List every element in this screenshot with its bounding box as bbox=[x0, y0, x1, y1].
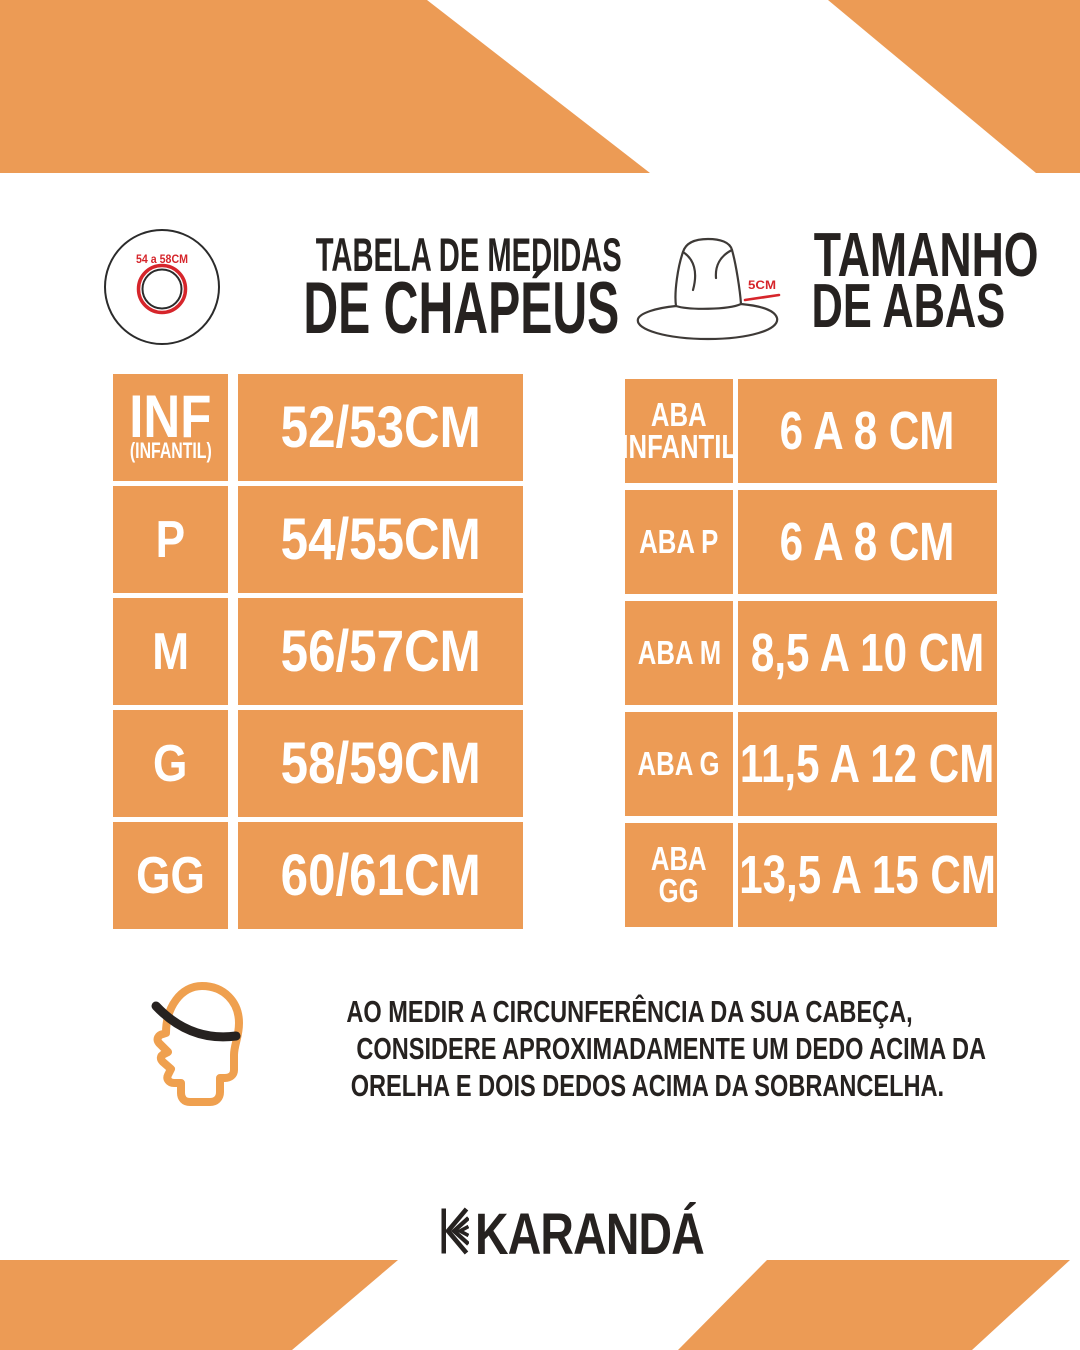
brim-label-cell: ABA INFANTIL bbox=[621, 379, 737, 483]
decor-top-right-shape bbox=[828, 0, 1080, 173]
size-label-cell: INF (INFANTIL) bbox=[113, 374, 228, 481]
brim-measure-label: 5CM bbox=[748, 278, 776, 292]
brim-value-cell: 6 A 8 CM bbox=[738, 379, 997, 483]
left-title-line1: TABELA DE MEDIDAS bbox=[315, 228, 622, 281]
right-title-line1: TAMANHO bbox=[813, 221, 1039, 290]
brand-name: KARANDÁ bbox=[475, 1202, 705, 1267]
measuring-note: AO MEDIR A CIRCUNFERÊNCIA DA SUA CABEÇA,… bbox=[257, 993, 986, 1104]
hat-sizes-table: INF (INFANTIL) 52/53CM P 54/55CM M 56/57… bbox=[113, 374, 523, 929]
size-label-cell: P bbox=[113, 486, 228, 593]
note-line1: AO MEDIR A CIRCUNFERÊNCIA DA SUA CABEÇA, bbox=[346, 994, 913, 1029]
table-row: G 58/59CM bbox=[113, 710, 523, 817]
decor-bottom-left-shape bbox=[0, 1260, 398, 1350]
right-title-line2: DE ABAS bbox=[811, 272, 1006, 341]
hat-top-view-icon: 54 a 58CM bbox=[102, 227, 222, 347]
crown-measure-label: 54 a 58CM bbox=[136, 252, 188, 266]
size-value-cell: 54/55CM bbox=[238, 486, 523, 593]
table-row: M 56/57CM bbox=[113, 598, 523, 705]
fedora-hat-icon: 5CM bbox=[628, 232, 788, 360]
brim-value-cell: 13,5 A 15 CM bbox=[738, 823, 997, 927]
brim-value-cell: 6 A 8 CM bbox=[738, 490, 997, 594]
size-label-cell: G bbox=[113, 710, 228, 817]
brim-value-cell: 8,5 A 10 CM bbox=[738, 601, 997, 705]
decor-top-left-shape bbox=[0, 0, 650, 173]
right-section-title: TAMANHO DE ABAS bbox=[770, 225, 1039, 338]
brim-label-cell: ABA GG bbox=[625, 823, 733, 927]
head-profile-icon bbox=[150, 980, 245, 1110]
karanda-logo-mark-icon bbox=[441, 1207, 470, 1260]
note-line2: CONSIDERE APROXIMADAMENTE UM DEDO ACIMA … bbox=[356, 1031, 986, 1066]
brim-value-cell: 11,5 A 12 CM bbox=[738, 712, 997, 816]
table-row: ABA INFANTIL 6 A 8 CM bbox=[621, 379, 997, 483]
brim-label-cell: ABA P bbox=[625, 490, 733, 594]
decor-bottom-right-shape bbox=[678, 1260, 1070, 1350]
table-row: INF (INFANTIL) 52/53CM bbox=[113, 374, 523, 481]
table-row: ABA GG 13,5 A 15 CM bbox=[625, 823, 997, 927]
brim-label-cell: ABA M bbox=[625, 601, 733, 705]
table-row: ABA G 11,5 A 12 CM bbox=[625, 712, 997, 816]
size-value-cell: 58/59CM bbox=[238, 710, 523, 817]
table-row: ABA M 8,5 A 10 CM bbox=[625, 601, 997, 705]
note-line3: ORELHA E DOIS DEDOS ACIMA DA SOBRANCELHA… bbox=[350, 1068, 945, 1103]
left-section-title: TABELA DE MEDIDAS DE CHAPÉUS bbox=[222, 231, 621, 345]
brim-label-cell: ABA G bbox=[625, 712, 733, 816]
size-value-cell: 56/57CM bbox=[238, 598, 523, 705]
size-value-cell: 52/53CM bbox=[238, 374, 523, 481]
table-row: P 54/55CM bbox=[113, 486, 523, 593]
left-title-line2: DE CHAPÉUS bbox=[303, 268, 620, 349]
size-value-cell: 60/61CM bbox=[238, 822, 523, 929]
brim-sizes-table: ABA INFANTIL 6 A 8 CM ABA P 6 A 8 CM ABA… bbox=[621, 379, 997, 927]
brand-logo: KARANDÁ bbox=[441, 1202, 761, 1267]
table-row: ABA P 6 A 8 CM bbox=[625, 490, 997, 594]
size-label-cell: GG bbox=[113, 822, 228, 929]
size-label-cell: M bbox=[113, 598, 228, 705]
table-row: GG 60/61CM bbox=[113, 822, 523, 929]
